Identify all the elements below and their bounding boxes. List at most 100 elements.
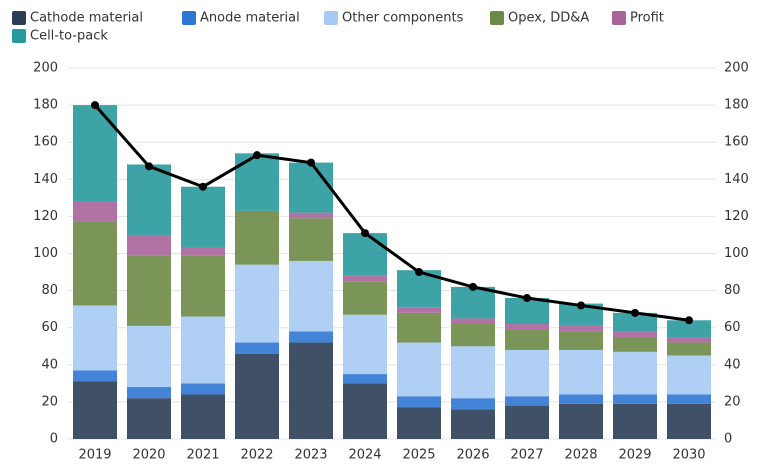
bar-segment (127, 255, 171, 326)
line-point (199, 182, 207, 191)
line-point (469, 282, 477, 291)
bar-segment (451, 318, 495, 324)
bar-segment (235, 153, 279, 211)
bar-segment (667, 355, 711, 395)
legend-swatch (12, 11, 26, 25)
y2-tick-label: 160 (724, 135, 749, 150)
bar-segment (73, 381, 117, 439)
bar-segment (613, 331, 657, 337)
bar-segment (667, 394, 711, 404)
bar-segment (451, 323, 495, 347)
y2-tick-label: 100 (724, 246, 749, 261)
x-tick-label: 2026 (456, 448, 489, 463)
bar-segment (181, 394, 225, 439)
bar-segment (235, 264, 279, 343)
bar-segment (289, 212, 333, 219)
bar-segment (505, 323, 549, 330)
bar-segment (667, 403, 711, 439)
y2-tick-label: 40 (724, 357, 741, 372)
bar-segment (667, 342, 711, 356)
bar-segment (127, 398, 171, 439)
line-point (577, 301, 585, 310)
bar-segment (667, 320, 711, 337)
bar-segment (73, 221, 117, 306)
x-tick-label: 2022 (240, 448, 273, 463)
bar-segment (451, 346, 495, 399)
legend-label: Cell-to-pack (30, 29, 108, 44)
bar-segment (505, 396, 549, 406)
bar-segment (127, 234, 171, 256)
x-tick-label: 2019 (78, 448, 111, 463)
y2-tick-label: 80 (724, 283, 741, 298)
bar-segment (559, 303, 603, 326)
legend-swatch (12, 29, 26, 43)
x-tick-label: 2025 (402, 448, 435, 463)
y-tick-label: 100 (33, 246, 58, 261)
bar-segment (451, 409, 495, 439)
legend-swatch (490, 11, 504, 25)
bar-segment (559, 403, 603, 439)
line-point (631, 308, 639, 317)
y-tick-label: 200 (33, 61, 58, 76)
line-point (685, 316, 693, 325)
line-point (415, 268, 423, 277)
bar-segment (559, 325, 603, 332)
y-tick-label: 180 (33, 98, 58, 113)
y-tick-label: 60 (41, 320, 58, 335)
y-tick-label: 0 (50, 432, 58, 447)
bar-segment (343, 383, 387, 439)
x-tick-label: 2020 (132, 448, 165, 463)
x-tick-label: 2027 (510, 448, 543, 463)
bar-segment (505, 349, 549, 397)
legend-swatch (324, 11, 338, 25)
bar-segment (613, 312, 657, 332)
bar-segment (181, 255, 225, 317)
bar-segment (289, 331, 333, 343)
bar-segment (559, 394, 603, 404)
line-point (361, 229, 369, 238)
bar-segment (181, 316, 225, 384)
line-point (307, 158, 315, 167)
bar-segment (289, 342, 333, 439)
bar-segment (181, 186, 225, 248)
bar-segment (289, 218, 333, 261)
bar-segment (73, 370, 117, 382)
bar-segment (73, 305, 117, 371)
legend-label: Profit (630, 11, 664, 26)
legend-label: Cathode material (30, 11, 143, 26)
bar-segment (397, 312, 441, 343)
bar-segment (343, 374, 387, 384)
y-tick-label: 80 (41, 283, 58, 298)
bar-segment (451, 286, 495, 319)
y-tick-label: 20 (41, 394, 58, 409)
legend-swatch (612, 11, 626, 25)
bar-segment (235, 210, 279, 265)
bar-segment (235, 342, 279, 354)
x-tick-label: 2024 (348, 448, 381, 463)
bar-segment (289, 162, 333, 213)
x-tick-label: 2023 (294, 448, 327, 463)
bar-segment (181, 247, 225, 256)
bar-segment (559, 331, 603, 350)
bar-segment (127, 387, 171, 399)
bar-segment (343, 281, 387, 315)
bar-segment (505, 405, 549, 439)
bar-segment (343, 233, 387, 276)
total-line (93, 104, 690, 322)
bar-segment (397, 307, 441, 313)
y-tick-label: 40 (41, 357, 58, 372)
y-tick-label: 160 (33, 135, 58, 150)
legend-label: Anode material (200, 11, 300, 26)
x-tick-label: 2030 (672, 448, 705, 463)
y2-tick-label: 120 (724, 209, 749, 224)
legend-label: Other components (342, 11, 464, 26)
x-tick-label: 2028 (564, 448, 597, 463)
bar-segment (451, 398, 495, 410)
bar-segment (127, 325, 171, 388)
bar-segment (397, 407, 441, 439)
bar-segment (505, 329, 549, 350)
y2-tick-label: 140 (724, 172, 749, 187)
y2-tick-label: 180 (724, 98, 749, 113)
x-tick-label: 2021 (186, 448, 219, 463)
